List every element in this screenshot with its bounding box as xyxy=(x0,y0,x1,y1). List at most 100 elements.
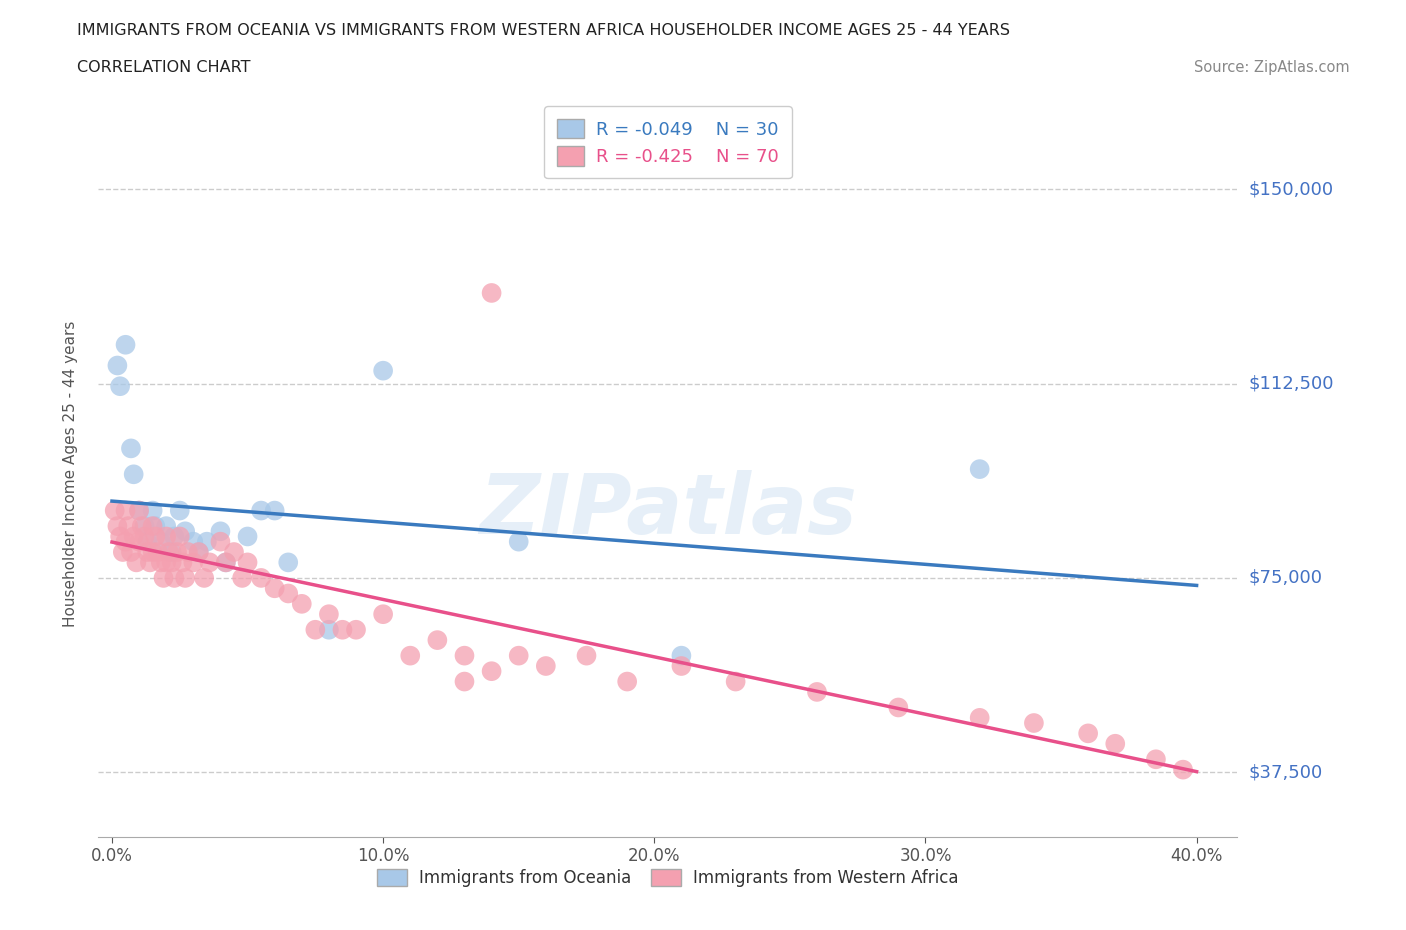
Point xyxy=(128,503,150,518)
Point xyxy=(263,503,285,518)
Point xyxy=(236,555,259,570)
Point xyxy=(169,529,191,544)
Point xyxy=(157,545,180,560)
Text: CORRELATION CHART: CORRELATION CHART xyxy=(77,60,250,75)
Point xyxy=(169,503,191,518)
Point xyxy=(575,648,598,663)
Point xyxy=(139,555,162,570)
Point xyxy=(146,545,169,560)
Point xyxy=(177,545,200,560)
Point xyxy=(1077,726,1099,741)
Point xyxy=(122,529,145,544)
Text: $37,500: $37,500 xyxy=(1249,764,1323,781)
Point xyxy=(453,674,475,689)
Point xyxy=(152,570,174,585)
Point xyxy=(1104,737,1126,751)
Point xyxy=(209,524,232,538)
Point xyxy=(222,545,245,560)
Point xyxy=(155,519,177,534)
Point xyxy=(209,534,232,549)
Point xyxy=(724,674,747,689)
Point xyxy=(399,648,422,663)
Point xyxy=(163,570,186,585)
Point xyxy=(671,658,693,673)
Text: ZIPatlas: ZIPatlas xyxy=(479,470,856,551)
Point xyxy=(215,555,238,570)
Point xyxy=(250,570,273,585)
Point xyxy=(318,622,340,637)
Point xyxy=(332,622,354,637)
Point xyxy=(344,622,367,637)
Text: $112,500: $112,500 xyxy=(1249,375,1334,392)
Point xyxy=(142,519,165,534)
Point xyxy=(136,534,159,549)
Point xyxy=(195,534,218,549)
Point xyxy=(111,545,134,560)
Point xyxy=(236,529,259,544)
Text: IMMIGRANTS FROM OCEANIA VS IMMIGRANTS FROM WESTERN AFRICA HOUSEHOLDER INCOME AGE: IMMIGRANTS FROM OCEANIA VS IMMIGRANTS FR… xyxy=(77,23,1011,38)
Point xyxy=(155,555,177,570)
Point xyxy=(183,555,205,570)
Point xyxy=(136,545,159,560)
Point xyxy=(250,503,273,518)
Point xyxy=(187,545,209,560)
Point xyxy=(145,529,167,544)
Point xyxy=(616,674,638,689)
Legend: Immigrants from Oceania, Immigrants from Western Africa: Immigrants from Oceania, Immigrants from… xyxy=(371,862,965,894)
Point xyxy=(1022,715,1045,730)
Point xyxy=(291,596,314,611)
Point xyxy=(453,648,475,663)
Point xyxy=(318,606,340,621)
Point xyxy=(174,570,197,585)
Point xyxy=(114,534,136,549)
Point xyxy=(122,467,145,482)
Point xyxy=(969,461,991,476)
Point xyxy=(104,503,127,518)
Point xyxy=(149,534,172,549)
Point xyxy=(120,545,142,560)
Point xyxy=(125,555,148,570)
Point xyxy=(145,519,167,534)
Point xyxy=(114,503,136,518)
Point xyxy=(277,586,299,601)
Point xyxy=(160,555,183,570)
Point xyxy=(969,711,991,725)
Point xyxy=(155,529,177,544)
Point xyxy=(371,364,394,379)
Point xyxy=(114,338,136,352)
Point xyxy=(160,545,183,560)
Point xyxy=(172,555,194,570)
Point xyxy=(371,606,394,621)
Point xyxy=(183,534,205,549)
Point xyxy=(426,632,449,647)
Point xyxy=(198,555,221,570)
Point xyxy=(134,519,156,534)
Point xyxy=(108,379,131,393)
Point xyxy=(108,529,131,544)
Point xyxy=(304,622,326,637)
Point xyxy=(508,648,530,663)
Text: Source: ZipAtlas.com: Source: ZipAtlas.com xyxy=(1194,60,1350,75)
Point xyxy=(174,524,197,538)
Point xyxy=(120,441,142,456)
Point xyxy=(107,519,129,534)
Point xyxy=(128,534,150,549)
Point xyxy=(117,519,139,534)
Point xyxy=(263,581,285,596)
Point xyxy=(671,648,693,663)
Point xyxy=(534,658,557,673)
Point xyxy=(806,684,828,699)
Point xyxy=(277,555,299,570)
Text: $150,000: $150,000 xyxy=(1249,180,1333,198)
Point xyxy=(193,570,215,585)
Point xyxy=(163,529,186,544)
Point xyxy=(1144,751,1167,766)
Point xyxy=(142,545,165,560)
Point xyxy=(215,555,238,570)
Point xyxy=(131,519,153,534)
Point xyxy=(481,664,503,679)
Point xyxy=(187,545,209,560)
Point xyxy=(134,529,156,544)
Point xyxy=(1171,763,1194,777)
Point xyxy=(149,555,172,570)
